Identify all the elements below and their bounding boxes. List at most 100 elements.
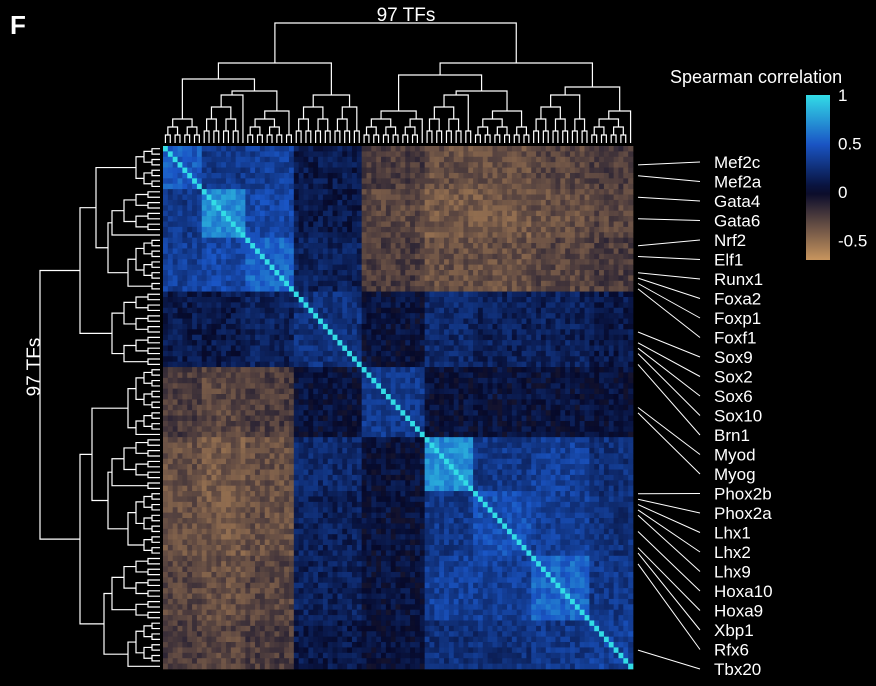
heatmap-cell — [410, 296, 416, 303]
heatmap-cell — [196, 286, 203, 292]
heatmap-cell — [487, 394, 493, 400]
heatmap-cell — [623, 253, 629, 260]
heatmap-cell — [293, 248, 300, 255]
heatmap-cell — [526, 367, 532, 373]
heatmap-cell — [313, 205, 319, 212]
heatmap-cell — [177, 216, 183, 222]
heatmap-cell — [468, 270, 474, 276]
heatmap-cell — [434, 340, 440, 346]
dendrogram-branch — [147, 293, 160, 301]
heatmap-cell — [400, 243, 406, 249]
heatmap-cell — [264, 291, 270, 298]
heatmap-cell — [371, 178, 377, 185]
heatmap-cell — [288, 286, 295, 292]
dendrogram-branch — [151, 654, 160, 662]
heatmap-cell — [594, 329, 600, 336]
heatmap-cell — [565, 372, 571, 379]
heatmap-cell — [182, 189, 188, 195]
dendrogram-branch — [181, 78, 256, 119]
heatmap-cell — [356, 253, 363, 260]
heatmap-cell — [288, 345, 295, 352]
heatmap-cell — [395, 243, 401, 249]
heatmap-cell — [536, 172, 542, 179]
heatmap-cell — [507, 183, 513, 190]
heatmap-cell — [516, 270, 522, 276]
heatmap-cell — [448, 264, 455, 271]
heatmap-cell — [327, 307, 333, 314]
heatmap-cell — [511, 264, 518, 271]
heatmap-cell — [414, 280, 421, 287]
heatmap-cell — [172, 383, 178, 389]
heatmap-cell — [313, 399, 319, 406]
heatmap-cell — [463, 151, 469, 158]
heatmap-cell — [453, 340, 459, 346]
heatmap-cell — [211, 221, 217, 228]
heatmap-cell — [574, 248, 581, 255]
heatmap-cell — [536, 151, 542, 158]
heatmap-cell — [560, 399, 566, 406]
heatmap-cell — [516, 248, 522, 255]
heatmap-cell — [536, 404, 542, 411]
heatmap-cell — [284, 232, 290, 239]
heatmap-cell — [419, 340, 425, 346]
heatmap-cell — [531, 216, 537, 222]
heatmap-cell — [303, 162, 309, 168]
heatmap-cell — [410, 232, 416, 239]
heatmap-cell — [405, 399, 411, 406]
heatmap-cell — [279, 340, 285, 346]
heatmap-cell — [511, 151, 518, 158]
dendrogram-branch — [151, 369, 160, 376]
heatmap-cell — [502, 383, 508, 389]
heatmap-cell — [502, 194, 508, 201]
heatmap-cell — [492, 323, 498, 330]
heatmap-cell — [628, 275, 634, 282]
heatmap-cell — [502, 259, 508, 265]
heatmap-cell — [603, 232, 610, 239]
heatmap-cell — [540, 167, 547, 174]
heatmap-cell — [511, 178, 518, 185]
heatmap-cell — [453, 167, 459, 174]
heatmap-cell — [395, 356, 401, 363]
heatmap-cell — [230, 296, 237, 303]
heatmap-cell — [303, 334, 309, 341]
heatmap-cell — [332, 259, 338, 265]
heatmap-cell — [439, 210, 445, 217]
heatmap-cell — [293, 156, 300, 163]
heatmap-cell — [235, 361, 241, 368]
heatmap-cell — [414, 296, 421, 303]
heatmap-cell — [570, 232, 576, 239]
heatmap-cell — [216, 356, 222, 363]
heatmap-cell — [342, 361, 348, 368]
heatmap-cell — [574, 345, 581, 352]
heatmap-cell — [507, 205, 513, 212]
dendrogram-branch — [167, 126, 179, 135]
heatmap-cell — [347, 248, 353, 255]
heatmap-cell — [361, 383, 367, 389]
heatmap-cell — [269, 243, 275, 249]
heatmap-cell — [410, 345, 416, 352]
heatmap-cell — [250, 146, 256, 152]
heatmap-cell — [235, 248, 241, 255]
dendrogram-branch — [103, 592, 128, 655]
heatmap-cell — [225, 270, 232, 276]
heatmap-cell — [172, 226, 178, 233]
heatmap-cell — [279, 221, 285, 228]
heatmap-cell — [322, 383, 329, 389]
heatmap-cell — [550, 189, 556, 195]
heatmap-cell — [526, 275, 532, 282]
heatmap-cell — [221, 156, 227, 163]
heatmap-cell — [613, 399, 619, 406]
heatmap-cell — [201, 286, 207, 292]
heatmap-cell — [284, 167, 290, 174]
heatmap-cell — [385, 172, 392, 179]
heatmap-cell — [599, 404, 605, 411]
heatmap-cell — [487, 383, 493, 389]
heatmap-cell — [613, 172, 619, 179]
heatmap-cell — [235, 146, 241, 152]
heatmap-cell — [473, 383, 479, 389]
heatmap-cell — [337, 216, 343, 222]
heatmap-cell — [618, 367, 624, 373]
heatmap-cell — [468, 178, 474, 185]
heatmap-cell — [376, 340, 382, 346]
heatmap-cell — [536, 367, 542, 373]
